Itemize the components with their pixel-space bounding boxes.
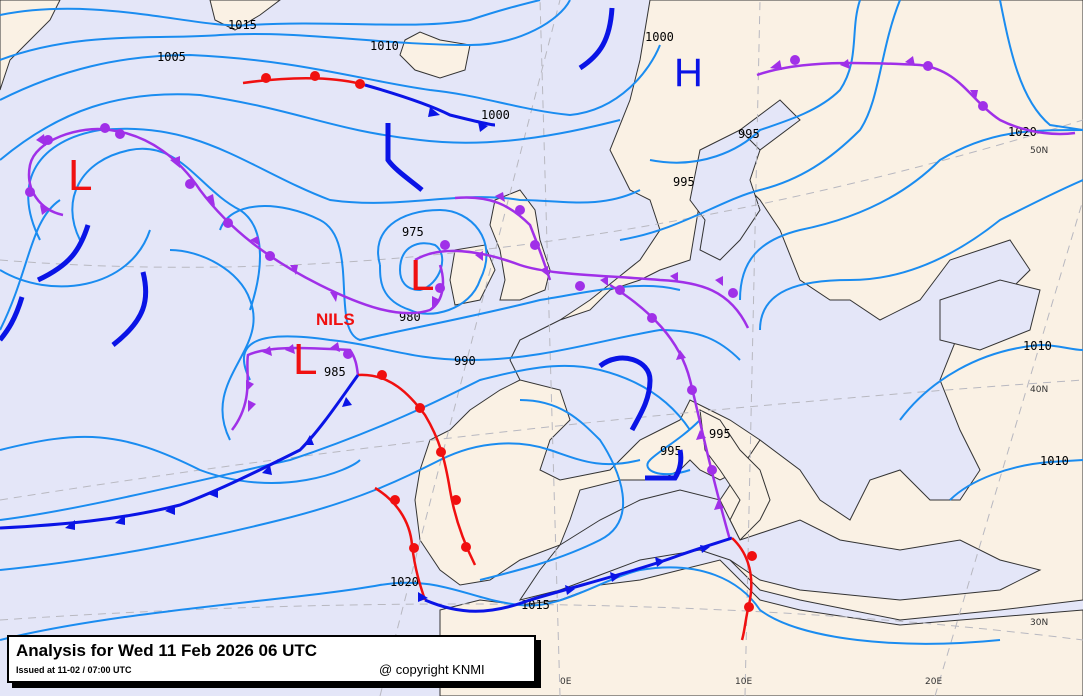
isobar-label: 995 xyxy=(738,127,760,141)
latitude-label: 30N xyxy=(1030,618,1048,628)
isobar-label: 995 xyxy=(673,175,695,189)
isobar-label: 1000 xyxy=(481,108,510,122)
low-pressure-name: NILS xyxy=(316,310,355,329)
pressure-centers: L L L NILS H xyxy=(68,51,703,384)
high-pressure-symbol: H xyxy=(674,51,703,95)
low-pressure-symbol: L xyxy=(68,151,92,200)
isobar-label: 1010 xyxy=(370,39,399,53)
map-caption-box: Analysis for Wed 11 Feb 2026 06 UTC Issu… xyxy=(7,635,536,683)
troughs xyxy=(0,7,684,481)
isobar-label: 1020 xyxy=(1008,125,1037,139)
occluded-front xyxy=(609,283,732,541)
isobar-label: 1015 xyxy=(228,18,257,32)
occluded-front xyxy=(454,196,552,281)
low-pressure-symbol: L xyxy=(293,335,317,384)
occluded-front xyxy=(756,61,1076,136)
greenland-east xyxy=(209,0,281,31)
cold-front xyxy=(0,374,360,530)
isobar-label: 1010 xyxy=(1023,339,1052,353)
longitude-label: 0E xyxy=(560,677,572,687)
isobar-label: 1005 xyxy=(157,50,186,64)
caption-copyright: @ copyright KNMI xyxy=(379,662,485,677)
occluded-front xyxy=(414,249,750,329)
longitude-label: 10E xyxy=(735,677,752,687)
fronts xyxy=(0,55,1076,641)
greenland xyxy=(0,0,61,91)
isobar-label: 1010 xyxy=(1040,454,1069,468)
caption-title: Analysis for Wed 11 Feb 2026 06 UTC xyxy=(16,641,318,660)
coordinate-labels: 50N 40N 30N 0E 10E 20E xyxy=(560,146,1048,687)
cold-front xyxy=(424,536,733,613)
isobars xyxy=(0,0,1083,645)
latitude-label: 50N xyxy=(1030,146,1048,156)
isobar-label: 985 xyxy=(324,365,346,379)
isobar-label: 1015 xyxy=(521,598,550,612)
isobar-label: 1020 xyxy=(390,575,419,589)
africa xyxy=(439,559,1083,696)
italy xyxy=(699,409,771,541)
warm-front xyxy=(357,373,477,566)
caption-issued-time: Issued at 11-02 / 07:00 UTC xyxy=(16,665,132,675)
isobar-label: 995 xyxy=(709,427,731,441)
isobar-label: 975 xyxy=(402,225,424,239)
occluded-front xyxy=(27,127,445,315)
longitude-label: 20E xyxy=(925,677,942,687)
isobar-label: 1000 xyxy=(645,30,674,44)
inland-seas xyxy=(518,129,1042,601)
isobar-label: 990 xyxy=(454,354,476,368)
europe xyxy=(414,0,1083,621)
isobar-label: 995 xyxy=(660,444,682,458)
warm-front xyxy=(731,537,753,641)
cold-front xyxy=(364,83,496,127)
low-pressure-symbol: L xyxy=(410,251,434,300)
latitude-label: 40N xyxy=(1030,385,1048,395)
black-sea xyxy=(939,279,1041,351)
